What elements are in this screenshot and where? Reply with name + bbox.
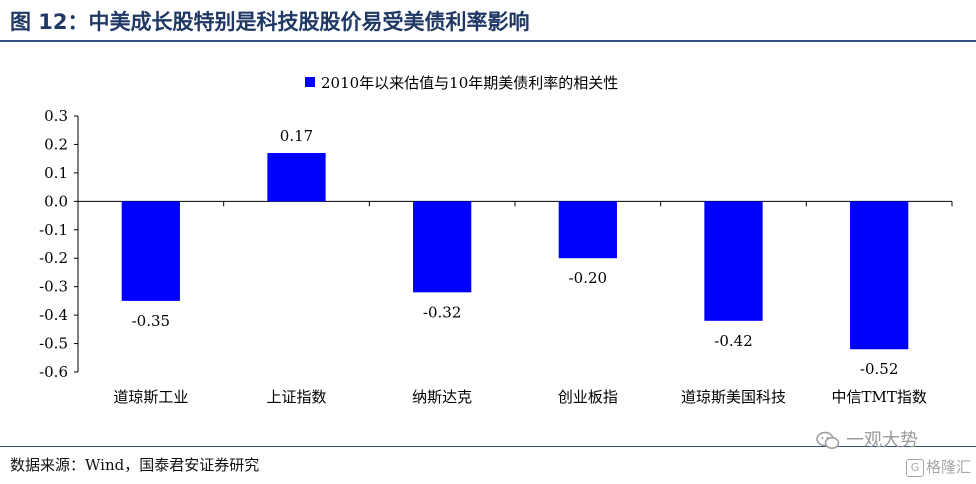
bar <box>850 201 909 350</box>
watermark: 一观大势 <box>816 426 918 452</box>
bar <box>558 201 617 259</box>
bar <box>704 201 763 321</box>
legend-swatch <box>305 77 315 87</box>
category-label: 纳斯达克 <box>412 388 472 406</box>
data-label: -0.35 <box>132 312 170 330</box>
y-tick-label: -0.4 <box>39 306 68 324</box>
data-label: -0.32 <box>423 303 461 321</box>
y-tick-label: -0.2 <box>39 249 68 267</box>
category-label: 中信TMT指数 <box>831 388 926 406</box>
y-tick-label: -0.3 <box>39 278 68 296</box>
y-tick-label: 0.2 <box>44 135 68 153</box>
y-tick-label: 0.1 <box>44 164 68 182</box>
bar <box>267 152 326 202</box>
category-label: 道琼斯工业 <box>113 388 188 406</box>
y-tick-label: -0.1 <box>39 221 68 239</box>
y-tick-label: 0.3 <box>44 107 68 125</box>
y-tick-label: -0.6 <box>39 363 68 381</box>
data-label: -0.42 <box>714 332 752 350</box>
data-label: -0.20 <box>569 269 607 287</box>
title-bar: 图 12：中美成长股特别是科技股股价易受美债利率影响 <box>0 0 976 42</box>
wechat-icon <box>816 431 840 449</box>
corner-watermark-text: 格隆汇 <box>926 458 972 476</box>
y-tick-label: 0.0 <box>44 192 68 210</box>
figure-title: 图 12：中美成长股特别是科技股股价易受美债利率影响 <box>10 10 530 34</box>
bar-chart: 0.3 0.2 0.1 0.0 -0.1 -0.2 -0.3 -0.4 -0.5 -0.6 -0.3… <box>39 74 953 406</box>
corner-watermark: G 格隆汇 <box>906 456 971 477</box>
legend-label: 2010年以来估值与10年期美债利率的相关性 <box>321 74 618 92</box>
bar <box>413 201 472 293</box>
category-label: 上证指数 <box>266 388 326 406</box>
watermark-text: 一观大势 <box>846 430 918 451</box>
category-label: 创业板指 <box>558 388 618 406</box>
bar <box>121 201 180 301</box>
category-label: 道琼斯美国科技 <box>681 388 786 406</box>
data-label: -0.52 <box>860 360 898 378</box>
footer-divider <box>0 446 976 447</box>
source-note: 数据来源：Wind，国泰君安证券研究 <box>10 456 260 474</box>
corner-badge: G <box>906 458 924 477</box>
data-label: 0.17 <box>280 127 313 145</box>
y-tick-label: -0.5 <box>39 335 68 353</box>
